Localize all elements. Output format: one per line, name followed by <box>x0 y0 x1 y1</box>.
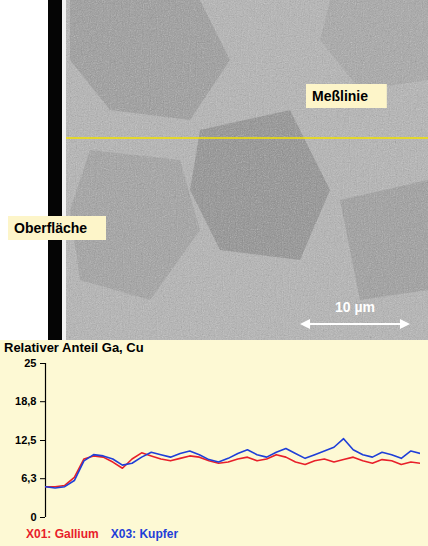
svg-text:6,3: 6,3 <box>21 472 36 484</box>
html-text:Relativer Anteil Ga, Cu: Relativer Anteil Ga, Cu <box>4 340 144 355</box>
html-text:X03: Kupfer: X03: Kupfer <box>110 527 179 541</box>
svg-text:10 µm: 10 µm <box>335 299 375 315</box>
svg-text:12,5: 12,5 <box>15 434 36 446</box>
svg-text:Meßlinie: Meßlinie <box>312 88 368 104</box>
html-text:X01: Gallium: X01: Gallium <box>26 527 99 541</box>
svg-text:0: 0 <box>30 511 36 523</box>
svg-text:Oberfläche: Oberfläche <box>14 220 87 236</box>
svg-text:25: 25 <box>24 357 36 369</box>
svg-text:18,8: 18,8 <box>15 395 36 407</box>
